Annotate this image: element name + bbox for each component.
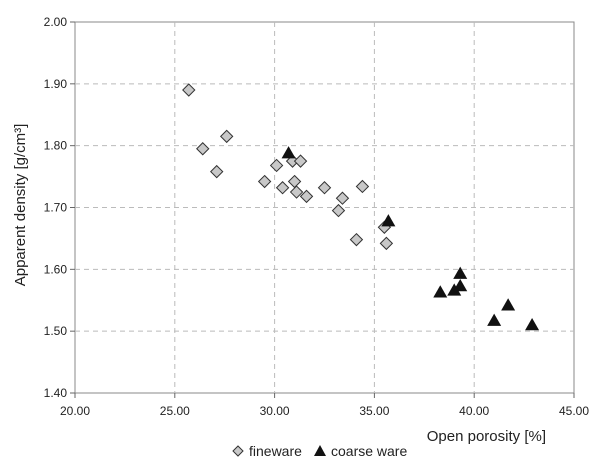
coarse-ware-point <box>525 317 540 331</box>
coarse-ware-point <box>281 146 296 159</box>
fineware-point <box>257 174 272 189</box>
coarse-ware-point <box>433 285 448 298</box>
fineware-point <box>349 232 364 247</box>
legend-fineware-label: fineware <box>249 443 302 459</box>
data-points <box>182 83 540 331</box>
coarse-ware-point <box>487 313 502 326</box>
fineware-point <box>335 191 350 205</box>
y-tick-label: 1.50 <box>44 324 68 338</box>
y-tick-label: 1.90 <box>44 77 68 91</box>
fineware-point <box>210 164 224 179</box>
coarse-ware-point <box>447 283 462 296</box>
legend-coarse-ware-marker <box>314 445 326 456</box>
fineware-point <box>299 189 314 204</box>
x-axis-title: Open porosity [%] <box>427 428 546 445</box>
fineware-point <box>379 236 394 251</box>
legend: fineware coarse ware <box>232 443 407 459</box>
fineware-point <box>275 181 290 195</box>
y-tick-label: 1.80 <box>44 139 68 153</box>
y-tick-label: 1.60 <box>44 262 68 276</box>
x-tick-label: 30.00 <box>260 404 290 418</box>
coarse-ware-point <box>501 298 516 311</box>
fineware-point <box>269 158 284 173</box>
coarse-ware-point <box>381 214 396 227</box>
y-tick-label: 1.40 <box>44 386 68 400</box>
x-tick-label: 35.00 <box>359 404 389 418</box>
y-axis-title: Apparent density [g/cm³] <box>12 124 29 287</box>
legend-coarse-ware-label: coarse ware <box>331 443 407 459</box>
fineware-point <box>293 154 308 168</box>
y-axis-ticks: 1.40 1.50 1.60 1.70 1.80 1.90 2.00 <box>44 15 75 400</box>
x-tick-label: 25.00 <box>160 404 190 418</box>
fineware-point <box>355 179 370 194</box>
legend-fineware-marker <box>232 445 244 457</box>
coarse-ware-point <box>453 279 468 292</box>
fineware-point <box>196 142 210 156</box>
fineware-point <box>317 181 332 195</box>
fineware-point <box>182 83 196 97</box>
grid-lines <box>75 22 574 393</box>
y-tick-label: 2.00 <box>44 15 68 29</box>
coarse-ware-point <box>453 266 468 279</box>
fineware-point <box>219 129 234 144</box>
x-tick-label: 45.00 <box>559 404 589 418</box>
x-tick-label: 40.00 <box>459 404 489 418</box>
x-tick-label: 20.00 <box>60 404 90 418</box>
y-tick-label: 1.70 <box>44 201 68 215</box>
fineware-point <box>289 185 304 199</box>
x-axis-ticks: 20.00 25.00 30.00 35.00 40.00 45.00 <box>60 393 589 418</box>
fineware-point <box>331 203 346 218</box>
